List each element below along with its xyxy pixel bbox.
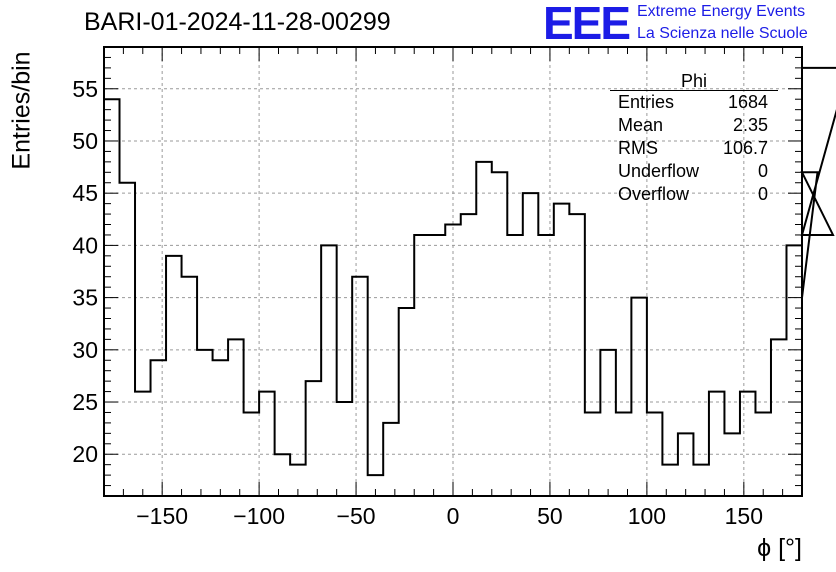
histogram-bin (647, 412, 663, 496)
x-tick-label: 50 (537, 503, 563, 529)
eee-logo: EEE (543, 0, 631, 49)
y-tick-label: 35 (72, 285, 98, 311)
histogram-bin (740, 392, 756, 496)
y-tick-label: 50 (72, 128, 98, 154)
x-tick-label: −100 (233, 503, 285, 529)
histogram-bin (585, 412, 601, 496)
y-axis-label: Entries/bin (7, 51, 36, 170)
x-tick-label: −150 (136, 503, 188, 529)
histogram-bin (399, 308, 415, 496)
histogram-outline (103, 66, 836, 496)
stats-value: 2.35 (732, 115, 768, 135)
histogram-bin (523, 193, 539, 496)
y-tick-label: 55 (72, 76, 98, 102)
histogram-bin (151, 360, 167, 496)
histogram-bin (306, 381, 322, 496)
histogram-bin (445, 225, 461, 496)
x-tick-label: 100 (628, 503, 666, 529)
stats-row-entries: Entries 1684 (610, 91, 778, 114)
histogram-bin (430, 235, 446, 496)
y-tick-label: 20 (72, 441, 98, 467)
stats-row-overflow: Overflow 0 (610, 183, 778, 206)
histogram-bin (476, 162, 492, 496)
histogram-bin (182, 277, 198, 496)
histogram-bin (771, 339, 787, 496)
histogram-bin (461, 214, 477, 496)
histogram-bin (569, 214, 585, 496)
histogram-bin (414, 235, 430, 496)
histogram-bin (709, 392, 725, 496)
histogram-bin (120, 183, 136, 496)
histogram-bin (600, 350, 616, 496)
histogram-bin (244, 412, 260, 496)
stats-value: 1684 (727, 92, 768, 112)
chart-title: BARI-01-2024-11-28-00299 (84, 8, 391, 36)
histogram-bin (352, 277, 368, 496)
stats-key: RMS (618, 138, 658, 158)
histogram-bin (616, 412, 632, 496)
histogram-bin (693, 465, 709, 496)
histogram-bin (337, 402, 353, 496)
histogram-bin (197, 350, 213, 496)
histogram-bin (166, 256, 182, 496)
y-tick-label: 40 (72, 232, 98, 258)
y-tick-label: 25 (72, 389, 98, 415)
stats-value: 106.7 (722, 138, 768, 158)
histogram-bin (678, 433, 694, 496)
y-tick-label: 45 (72, 180, 98, 206)
stats-key: Mean (618, 115, 664, 135)
x-tick-label: −50 (337, 503, 376, 529)
histogram-bin (492, 172, 508, 496)
histogram-bin (228, 339, 244, 496)
stats-row-underflow: Underflow 0 (610, 160, 778, 183)
histogram-bin (631, 298, 647, 496)
stats-key: Overflow (618, 184, 690, 204)
histogram-bin (213, 360, 229, 496)
histogram-bin (755, 412, 771, 496)
histogram-layer (103, 66, 836, 496)
histogram-bin (321, 245, 337, 496)
x-tick-label: 150 (725, 503, 763, 529)
logo-line-1: Extreme Energy Events (637, 3, 806, 20)
histogram-bin (135, 392, 151, 496)
stats-value: 0 (757, 184, 768, 204)
histogram-bin (507, 235, 523, 496)
histogram-bin (259, 392, 275, 496)
axes-layer: −150 −100 −50 0 50 100 150 20 25 30 35 40 45 50 55 (72, 46, 803, 529)
histogram-bin (383, 423, 399, 496)
histogram-bin (554, 204, 570, 496)
stats-row-rms: RMS 106.7 (610, 137, 778, 160)
histogram-bin (724, 433, 740, 496)
histogram-bin (538, 235, 554, 496)
stats-box: Phi Entries 1684 Mean 2.35 RMS 106.7 Und… (610, 72, 778, 206)
stats-value: 0 (757, 161, 768, 181)
grid-layer (104, 47, 802, 496)
x-axis-label: ϕ [°] (757, 534, 802, 562)
x-tick-label: 0 (447, 503, 460, 529)
histogram-bin (662, 465, 678, 496)
y-tick-label: 30 (72, 337, 98, 363)
logo-line-2: La Scienza nelle Scuole (637, 25, 808, 42)
stats-row-mean: Mean 2.35 (610, 114, 778, 137)
stats-title: Phi (610, 72, 778, 91)
histogram-bin (275, 454, 291, 496)
stats-key: Entries (618, 92, 675, 112)
stats-key: Underflow (618, 161, 700, 181)
